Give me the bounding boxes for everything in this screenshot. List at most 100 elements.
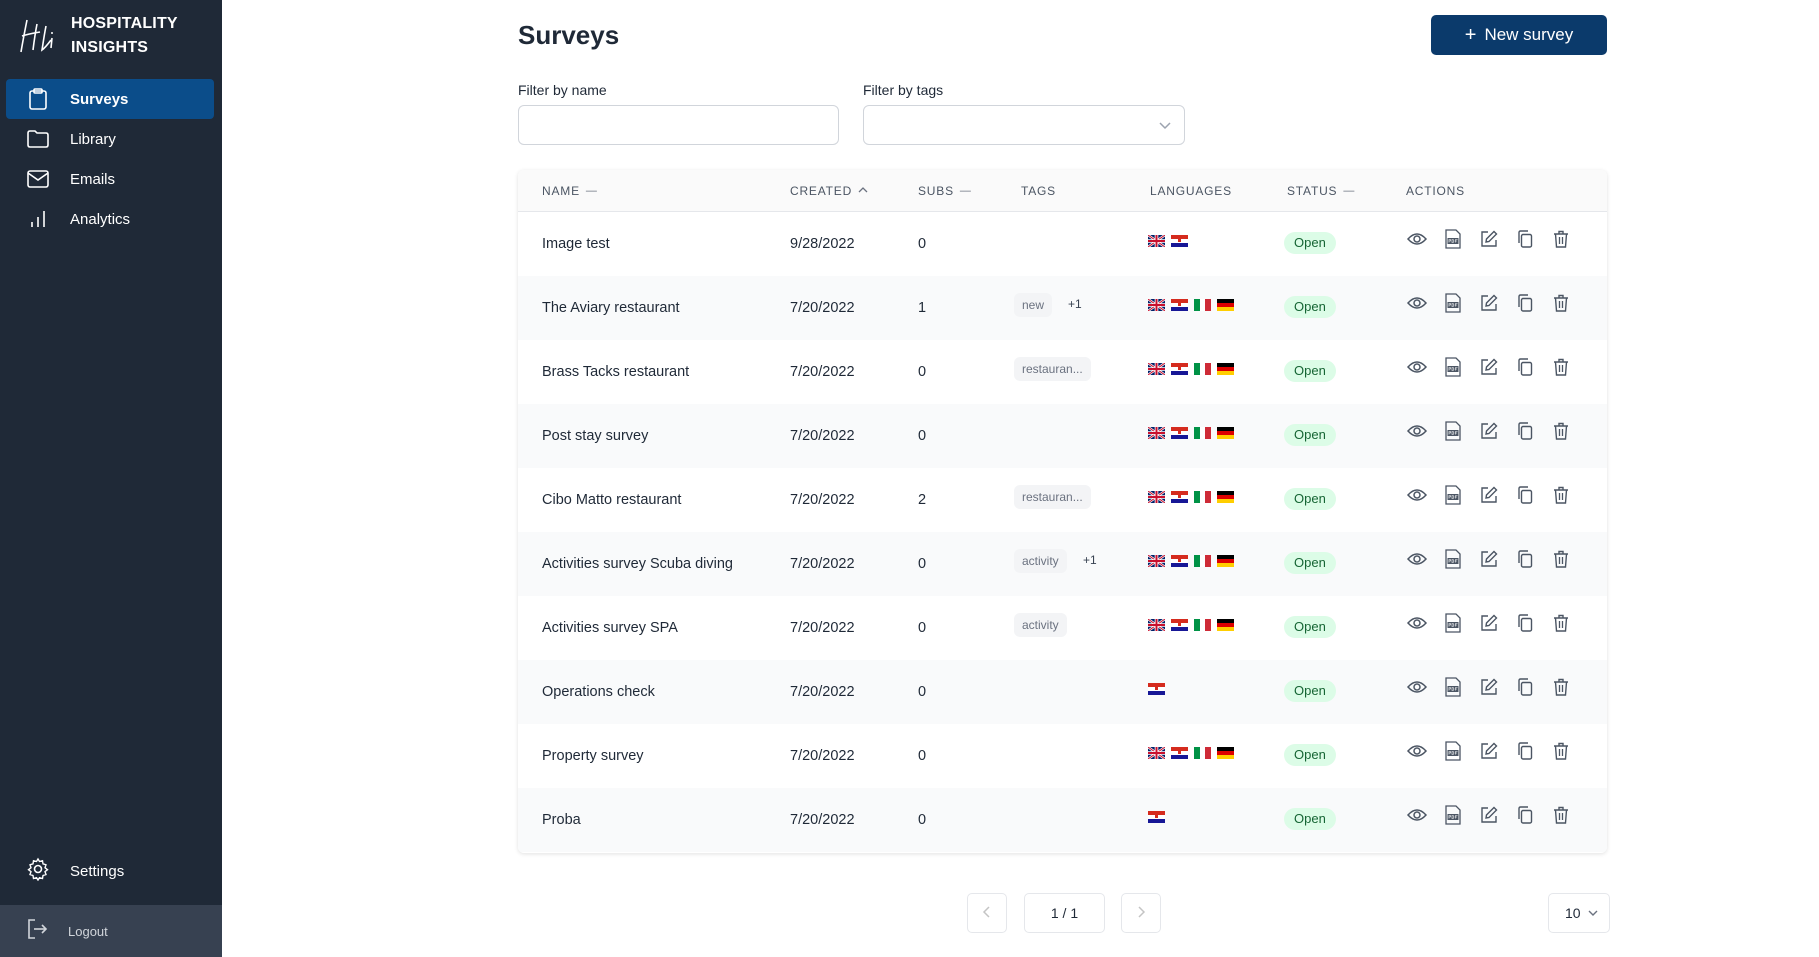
edit-button[interactable] [1478,486,1500,508]
table-row[interactable]: Property survey 7/20/2022 0 Open [518,724,1607,788]
edit-button[interactable] [1478,678,1500,700]
delete-button[interactable] [1550,614,1572,636]
export-pdf-button[interactable] [1442,484,1464,508]
survey-name[interactable]: Activities survey Scuba diving [542,556,733,572]
tag-badge: new [1014,293,1053,317]
preview-button[interactable] [1406,486,1428,508]
table-row[interactable]: Image test 9/28/2022 0 Open [518,212,1607,276]
delete-button[interactable] [1550,230,1572,252]
delete-button[interactable] [1550,358,1572,380]
edit-button[interactable] [1478,358,1500,380]
survey-name[interactable]: Post stay survey [542,428,649,444]
export-pdf-button[interactable] [1442,612,1464,636]
row-actions [1406,676,1586,700]
filter-tags-select[interactable] [863,105,1185,145]
duplicate-button[interactable] [1514,613,1536,636]
sidebar-item-emails[interactable]: Emails [6,159,214,199]
table-row[interactable]: Activities survey Scuba diving 7/20/2022 0… [518,532,1607,596]
prev-page-button[interactable] [967,893,1007,933]
preview-button[interactable] [1406,358,1428,380]
envelope-icon [26,167,50,191]
preview-button[interactable] [1406,806,1428,828]
survey-created: 7/20/2022 [790,428,855,444]
export-pdf-button[interactable] [1442,804,1464,828]
new-survey-button[interactable]: + New survey [1431,15,1607,55]
preview-button[interactable] [1406,550,1428,572]
duplicate-button[interactable] [1514,741,1536,764]
column-name-label: NAME [542,184,580,198]
duplicate-button[interactable] [1514,677,1536,700]
survey-name[interactable]: Operations check [542,684,655,700]
preview-button[interactable] [1406,294,1428,316]
column-header-subs[interactable]: SUBS — [918,184,972,198]
table-row[interactable]: Operations check 7/20/2022 0 Open [518,660,1607,724]
delete-button[interactable] [1550,550,1572,572]
brand[interactable]: HOSPITALITY INSIGHTS [18,12,178,60]
preview-button[interactable] [1406,230,1428,252]
sidebar-item-settings[interactable]: Settings [26,857,124,886]
export-pdf-button[interactable] [1442,676,1464,700]
duplicate-button[interactable] [1514,549,1536,572]
chevron-right-icon [1136,905,1146,921]
delete-button[interactable] [1550,422,1572,444]
table-row[interactable]: The Aviary restaurant 7/20/2022 1 new +1 Open [518,276,1607,340]
duplicate-button[interactable] [1514,805,1536,828]
page-size-select[interactable]: 10 [1548,893,1610,933]
edit-button[interactable] [1478,742,1500,764]
eye-icon [1406,424,1428,443]
preview-button[interactable] [1406,422,1428,444]
next-page-button[interactable] [1121,893,1161,933]
table-row[interactable]: Activities survey SPA 7/20/2022 0 activity O… [518,596,1607,660]
logout-button[interactable]: Logout [0,905,222,957]
edit-button[interactable] [1478,230,1500,252]
preview-button[interactable] [1406,742,1428,764]
duplicate-button[interactable] [1514,293,1536,316]
export-pdf-button[interactable] [1442,548,1464,572]
survey-name[interactable]: Brass Tacks restaurant [542,364,690,380]
edit-button[interactable] [1478,550,1500,572]
export-pdf-button[interactable] [1442,292,1464,316]
sidebar-item-analytics[interactable]: Analytics [6,199,214,239]
sidebar-item-library[interactable]: Library [6,119,214,159]
export-pdf-button[interactable] [1442,228,1464,252]
preview-button[interactable] [1406,614,1428,636]
filter-name-input[interactable] [518,105,839,145]
export-pdf-button[interactable] [1442,740,1464,764]
edit-button[interactable] [1478,806,1500,828]
survey-name[interactable]: Image test [542,236,610,252]
delete-button[interactable] [1550,806,1572,828]
delete-button[interactable] [1550,486,1572,508]
duplicate-button[interactable] [1514,421,1536,444]
table-row[interactable]: Brass Tacks restaurant 7/20/2022 0 restaura… [518,340,1607,404]
survey-name[interactable]: Property survey [542,748,644,764]
column-header-created[interactable]: CREATED [790,184,868,198]
table-row[interactable]: Proba 7/20/2022 0 Open [518,788,1607,852]
export-pdf-button[interactable] [1442,420,1464,444]
survey-name[interactable]: Cibo Matto restaurant [542,492,682,508]
eye-icon [1406,488,1428,507]
column-subs-label: SUBS [918,184,954,198]
edit-button[interactable] [1478,614,1500,636]
edit-button[interactable] [1478,294,1500,316]
delete-button[interactable] [1550,294,1572,316]
duplicate-button[interactable] [1514,485,1536,508]
table-row[interactable]: Cibo Matto restaurant 7/20/2022 2 restauran… [518,468,1607,532]
survey-name[interactable]: Proba [542,812,581,828]
status-badge: Open [1284,488,1336,510]
duplicate-button[interactable] [1514,229,1536,252]
table-row[interactable]: Post stay survey 7/20/2022 0 Open [518,404,1607,468]
export-pdf-button[interactable] [1442,356,1464,380]
edit-button[interactable] [1478,422,1500,444]
sidebar-item-surveys[interactable]: Surveys [6,79,214,119]
survey-name[interactable]: The Aviary restaurant [542,300,680,316]
column-header-status[interactable]: STATUS — [1287,184,1355,198]
duplicate-button[interactable] [1514,357,1536,380]
delete-button[interactable] [1550,742,1572,764]
survey-name[interactable]: Activities survey SPA [542,620,678,636]
column-header-languages: LANGUAGES [1150,184,1232,198]
more-tags-count[interactable]: +1 [1068,297,1082,311]
more-tags-count[interactable]: +1 [1083,553,1097,567]
delete-button[interactable] [1550,678,1572,700]
column-header-name[interactable]: NAME — [542,184,598,198]
preview-button[interactable] [1406,678,1428,700]
